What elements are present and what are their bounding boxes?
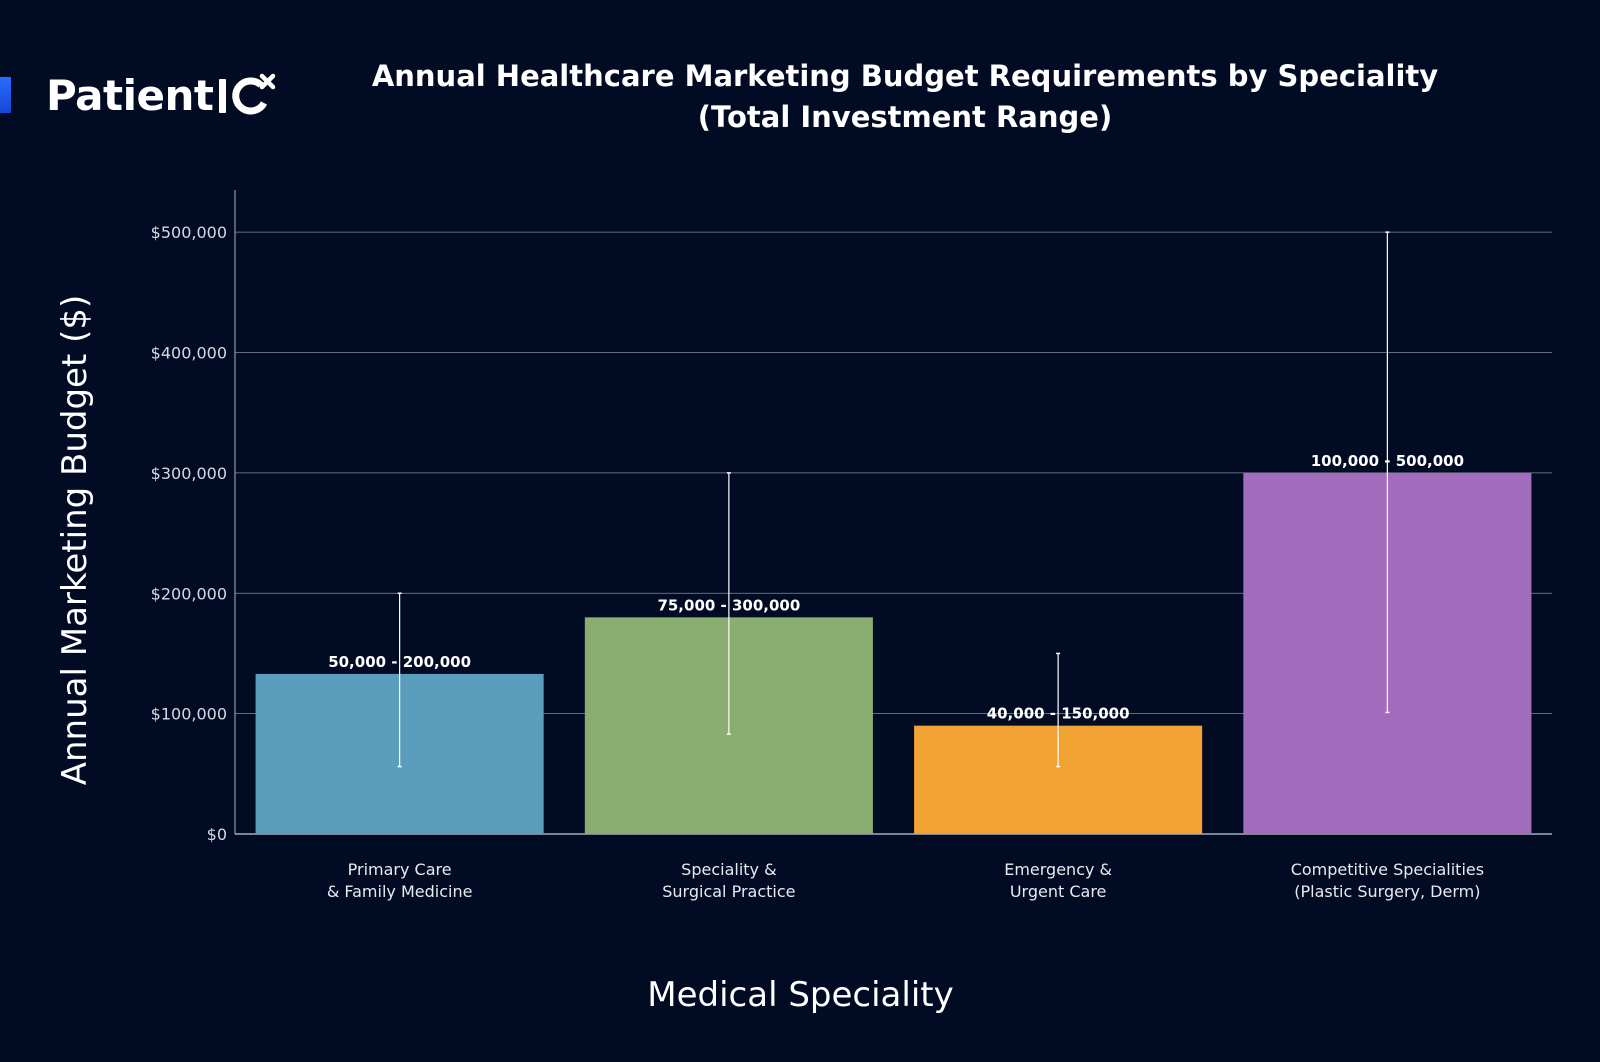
data-label: 50,000 - 200,000 (328, 653, 471, 671)
x-category-label: Surgical Practice (662, 882, 795, 901)
data-labels: 50,000 - 200,000 75,000 - 300,000 40,000 -… (328, 452, 1464, 723)
y-tick-label: $100,000 (151, 705, 227, 724)
x-category-label: (Plastic Surgery, Derm) (1294, 882, 1480, 901)
10x-mark-icon (219, 73, 276, 115)
y-tick-label: $200,000 (151, 584, 227, 603)
chart-subtitle: (Total Investment Range) (697, 100, 1113, 134)
brand-logo: Patient (46, 68, 277, 124)
y-axis-label: Annual Marketing Budget ($) (55, 295, 95, 786)
x-category-label: Competitive Specialities (1291, 860, 1484, 879)
y-tick-label: $500,000 (151, 223, 227, 242)
y-tick-label: $300,000 (151, 464, 227, 483)
brand-accent-bar (0, 77, 11, 113)
logo-text: Patient (46, 71, 214, 120)
x-axis-label: Medical Speciality (647, 975, 953, 1015)
x-category-label: Emergency & (1004, 860, 1112, 879)
x-category-label: Urgent Care (1010, 882, 1107, 901)
chart-title: Annual Healthcare Marketing Budget Requi… (371, 59, 1439, 93)
x-category-label: Primary Care (348, 860, 452, 879)
x-category-label: & Family Medicine (327, 882, 473, 901)
y-tick-label: $400,000 (151, 344, 227, 363)
y-tick-label: $0 (207, 825, 227, 844)
x-category-labels: Primary Care & Family Medicine Speciality … (327, 860, 1484, 901)
error-bars (397, 231, 1390, 768)
x-category-label: Speciality & (681, 860, 776, 879)
y-tick-labels: $0 $100,000 $200,000 $300,000 $400,000 $500,0… (151, 223, 227, 844)
chart-title-block: Annual Healthcare Marketing Budget Requi… (330, 56, 1480, 138)
data-label: 100,000 - 500,000 (1311, 452, 1464, 470)
data-label: 75,000 - 300,000 (657, 596, 800, 614)
data-label: 40,000 - 150,000 (987, 705, 1130, 723)
